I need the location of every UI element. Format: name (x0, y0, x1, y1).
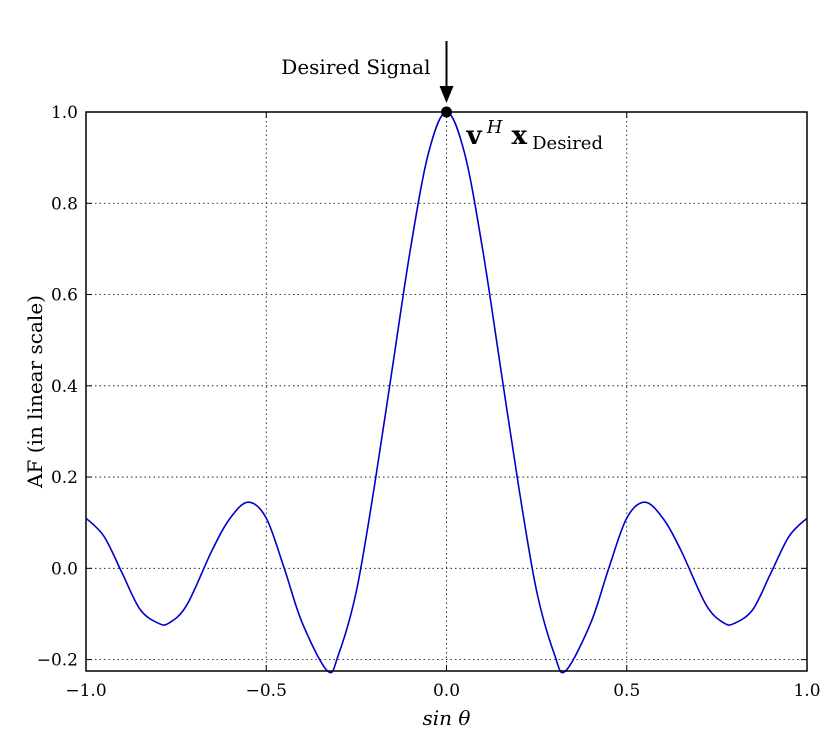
y-tick-label: −0.2 (37, 651, 78, 671)
vector-sub: Desired (532, 133, 603, 154)
y-tick-label: 0.2 (51, 468, 78, 488)
x-tick-label: 0.5 (613, 681, 640, 701)
y-tick-label: 0.4 (51, 377, 78, 397)
vector-x: x (512, 121, 528, 151)
vector-label: v H x Desired (466, 117, 603, 154)
annotation-arrow-head (439, 86, 454, 103)
desired-signal-label: Desired Signal (281, 55, 430, 79)
x-axis-label: sin θ (423, 706, 471, 730)
axis-ticks: −1.0 −0.5 0.0 0.5 1.0 −0.2 0.0 0.2 0.4 0.6 0.8 1.0 (37, 103, 821, 701)
y-tick-label: 0.8 (51, 194, 78, 214)
y-tick-label: 0.0 (51, 559, 78, 579)
grid-lines (85, 111, 808, 671)
vector-main: v (466, 121, 483, 151)
y-tick-label: 0.6 (51, 286, 78, 306)
vector-sup: H (486, 117, 503, 138)
x-tick-label: 0.0 (433, 681, 460, 701)
x-tick-label: −1.0 (65, 681, 106, 701)
x-tick-label: 1.0 (793, 681, 820, 701)
y-axis-label: AF (in linear scale) (23, 295, 47, 489)
desired-signal-annotation: Desired Signal (281, 41, 454, 103)
y-tick-label: 1.0 (51, 103, 78, 123)
x-tick-label: −0.5 (246, 681, 287, 701)
series-layer (85, 106, 808, 674)
